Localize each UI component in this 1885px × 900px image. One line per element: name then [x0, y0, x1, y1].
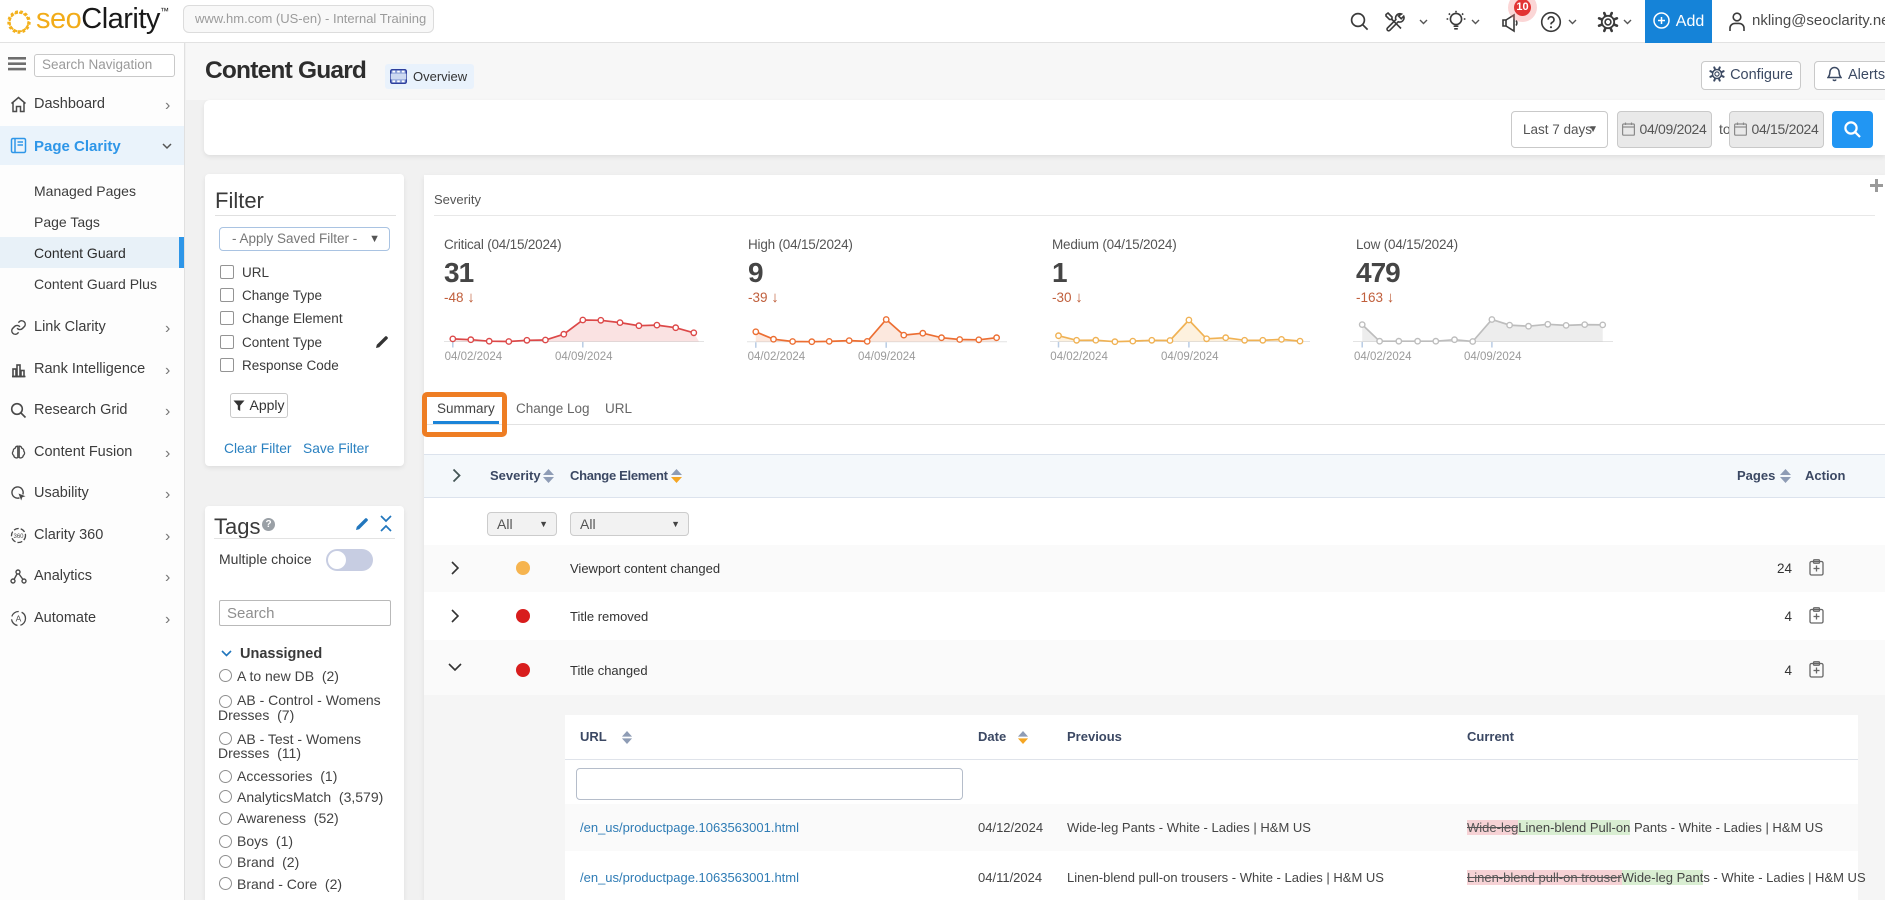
svg-text:360: 360	[13, 534, 24, 540]
svg-text:A: A	[16, 614, 22, 624]
